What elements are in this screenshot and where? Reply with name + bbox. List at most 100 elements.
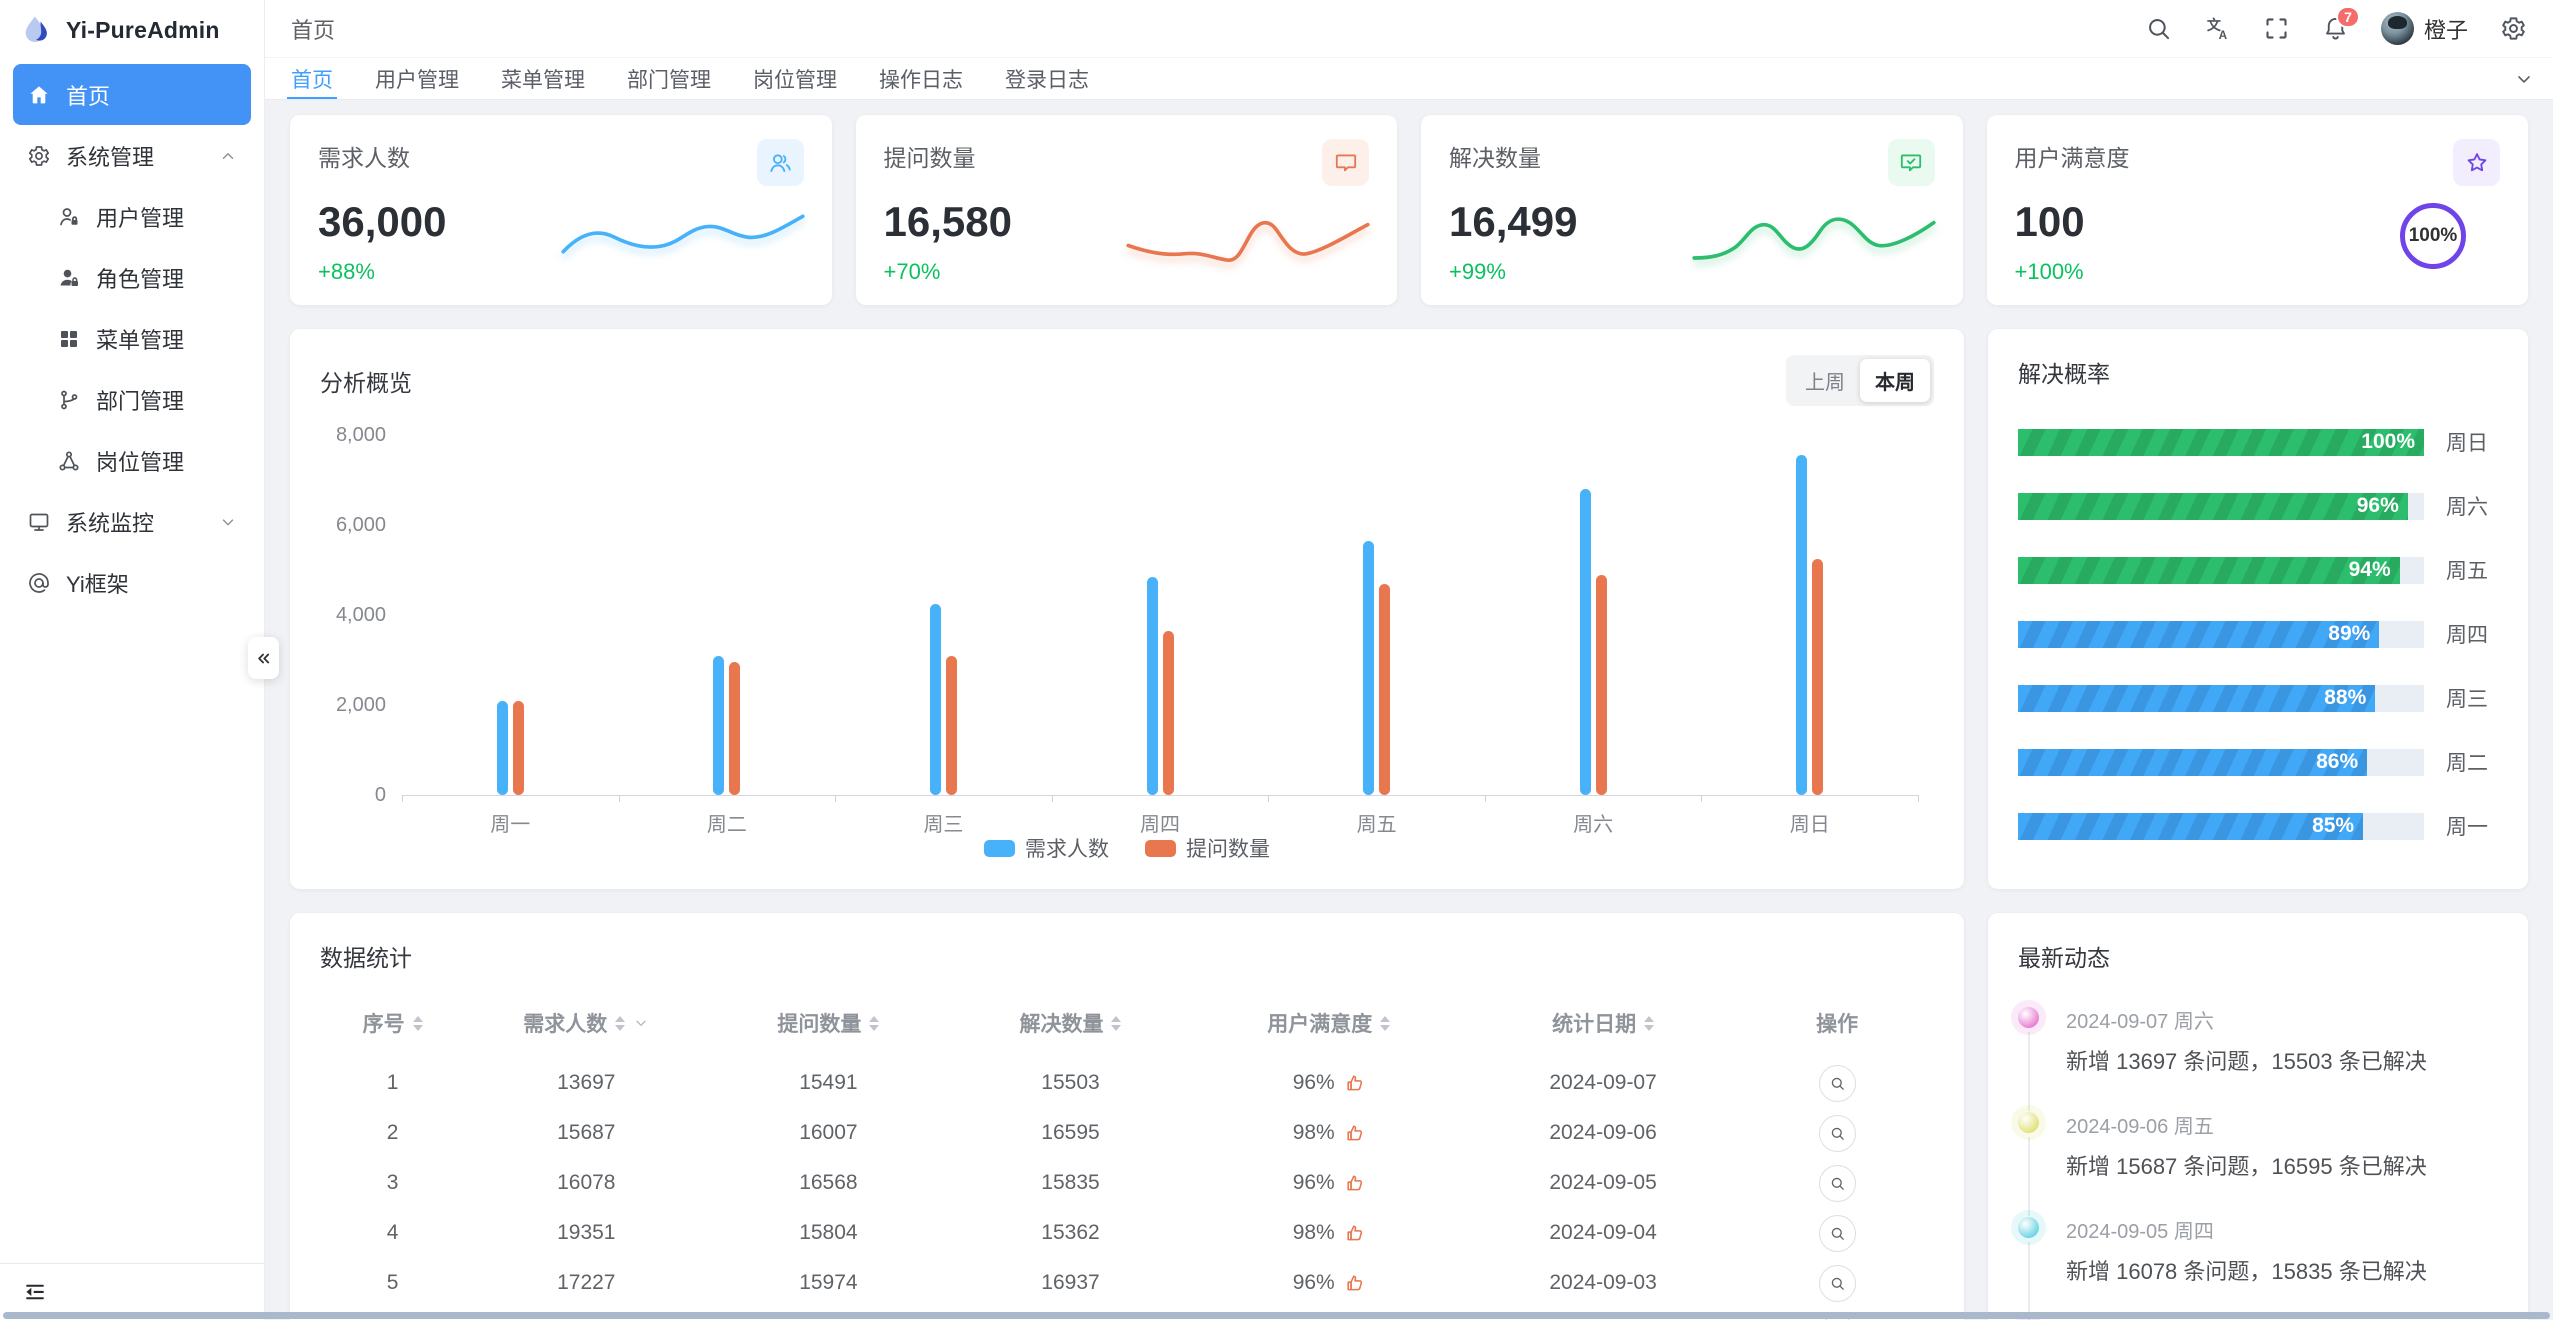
stat-card-delta: +70% <box>883 259 941 284</box>
sidebar-collapse-handle[interactable] <box>248 637 279 679</box>
bar-chart: 0 2,000 4,000 6,000 8,000 周一 周二 周三 周四 周五 周六 周日 <box>320 424 1934 836</box>
stat-card-label: 解决数量 <box>1449 145 1541 171</box>
settings-gear-icon[interactable] <box>2500 15 2527 42</box>
message-check-icon <box>1887 139 1935 186</box>
column-header-需求人数[interactable]: 需求人数 <box>465 995 707 1058</box>
horizontal-scrollbar[interactable] <box>3 1312 2550 1319</box>
column-header-序号[interactable]: 序号 <box>320 995 465 1058</box>
column-header-提问数量[interactable]: 提问数量 <box>707 995 949 1058</box>
bar-提问数量-周三[interactable] <box>945 655 957 795</box>
tab-菜单管理[interactable]: 菜单管理 <box>501 68 585 92</box>
sidebar-item-system-monitor[interactable]: 系统监控 <box>13 491 251 552</box>
stat-card-label: 需求人数 <box>318 145 410 171</box>
tabs-bar: 首页 用户管理 菜单管理 部门管理 岗位管理 操作日志 登录日志 <box>265 57 2553 100</box>
bar-需求人数-周一[interactable] <box>496 700 508 795</box>
user-menu[interactable]: 橙子 <box>2380 12 2468 45</box>
legend-swatch <box>1145 839 1176 857</box>
progress-day-label: 周五 <box>2446 560 2488 583</box>
sidebar-item-yi-framework[interactable]: Yi框架 <box>13 552 251 613</box>
bar-提问数量-周五[interactable] <box>1379 583 1391 795</box>
sidebar-item-post-mgmt[interactable]: 岗位管理 <box>13 430 251 491</box>
sidebar-item-role-mgmt[interactable]: 角色管理 <box>13 247 251 308</box>
avatar <box>2380 12 2414 45</box>
bell-icon[interactable]: 7 <box>2322 6 2360 42</box>
activity-text: 新增 16078 条问题，15835 条已解决 <box>2066 1259 2427 1284</box>
view-detail-button[interactable] <box>1818 1114 1856 1152</box>
legend-提问数量[interactable]: 提问数量 <box>1145 833 1270 863</box>
search-icon[interactable] <box>2145 15 2172 42</box>
question-count: 16007 <box>799 1121 858 1144</box>
tab-首页[interactable]: 首页 <box>287 58 337 99</box>
bar-需求人数-周二[interactable] <box>713 655 725 795</box>
thumbs-up-icon <box>1344 1273 1365 1294</box>
tab-操作日志[interactable]: 操作日志 <box>879 68 963 92</box>
solved-count: 15503 <box>1041 1071 1100 1094</box>
x-axis-label: 周四 <box>1140 814 1181 836</box>
bar-提问数量-周四[interactable] <box>1162 630 1174 795</box>
satisfaction-value: 96% <box>1292 1071 1335 1094</box>
bar-需求人数-周三[interactable] <box>929 603 941 795</box>
sidebar-item-system-mgmt[interactable]: 系统管理 <box>13 125 251 186</box>
demand-count: 19351 <box>557 1221 616 1244</box>
stat-date: 2024-09-07 <box>1549 1071 1657 1094</box>
sort-carets-icon[interactable] <box>412 1015 423 1031</box>
column-header-解决数量[interactable]: 解决数量 <box>949 995 1191 1058</box>
tab-登录日志[interactable]: 登录日志 <box>1005 68 1089 92</box>
progress-value: 85% <box>2312 814 2355 837</box>
solve-rate-row-周五: 94% 周五 <box>2018 555 2498 585</box>
satisfaction-value: 96% <box>1292 1171 1335 1194</box>
satisfaction-cell: 98% <box>1192 1208 1466 1258</box>
chart-legend: 需求人数 提问数量 <box>320 833 1934 863</box>
demand-count: 13697 <box>557 1071 616 1094</box>
column-header-用户满意度[interactable]: 用户满意度 <box>1192 995 1466 1058</box>
sort-carets-icon[interactable] <box>1380 1015 1391 1031</box>
legend-需求人数[interactable]: 需求人数 <box>984 833 1109 863</box>
satisfaction-cell: 96% <box>1192 1258 1466 1308</box>
sidebar-item-label: 系统管理 <box>66 144 155 170</box>
column-label: 序号 <box>362 1013 405 1036</box>
sort-carets-icon[interactable] <box>1111 1015 1122 1031</box>
toggle-上周[interactable]: 上周 <box>1805 372 1845 394</box>
bar-提问数量-周日[interactable] <box>1812 558 1824 795</box>
bottom-row: 数据统计 序号 需求人数 提问数量 解决数量 用户满意度 统计日期 操作 1 13697 154… <box>290 913 2528 1320</box>
view-detail-button[interactable] <box>1818 1164 1856 1202</box>
sidebar-item-home[interactable]: 首页 <box>13 64 251 125</box>
filter-chevron-icon[interactable] <box>633 1015 649 1031</box>
sidebar: Yi-PureAdmin 首页系统管理用户管理 角色管理 菜单管理 部门管理 岗位管理系… <box>0 0 279 1320</box>
sidebar-item-menu-mgmt[interactable]: 菜单管理 <box>13 308 251 369</box>
logo[interactable]: Yi-PureAdmin <box>0 0 264 60</box>
column-header-统计日期[interactable]: 统计日期 <box>1466 995 1740 1058</box>
bar-需求人数-周日[interactable] <box>1796 455 1808 795</box>
tab-部门管理[interactable]: 部门管理 <box>627 68 711 92</box>
bar-提问数量-周六[interactable] <box>1595 574 1607 795</box>
bar-需求人数-周六[interactable] <box>1579 489 1591 795</box>
tab-用户管理[interactable]: 用户管理 <box>375 68 459 92</box>
bar-需求人数-周四[interactable] <box>1146 576 1158 795</box>
view-detail-button[interactable] <box>1818 1264 1856 1302</box>
progress-fill: 86% <box>2018 748 2368 776</box>
demand-count: 15687 <box>557 1121 616 1144</box>
sidebar-item-dept-mgmt[interactable]: 部门管理 <box>13 369 251 430</box>
tabs-dropdown-chevron-icon[interactable] <box>2509 58 2539 99</box>
view-detail-button[interactable] <box>1818 1064 1856 1102</box>
tab-岗位管理[interactable]: 岗位管理 <box>753 68 837 92</box>
sort-carets-icon[interactable] <box>869 1015 880 1031</box>
x-axis-label: 周三 <box>923 814 964 836</box>
collapse-sidebar-icon[interactable] <box>22 1279 48 1305</box>
toggle-本周[interactable]: 本周 <box>1860 359 1930 402</box>
sort-carets-icon[interactable] <box>615 1015 626 1031</box>
bar-提问数量-周一[interactable] <box>512 700 524 795</box>
sidebar-item-user-mgmt[interactable]: 用户管理 <box>13 186 251 247</box>
view-detail-button[interactable] <box>1818 1214 1856 1252</box>
progress-day-label: 周四 <box>2446 624 2488 647</box>
thumbs-up-icon <box>1344 1073 1365 1094</box>
fullscreen-icon[interactable] <box>2263 15 2290 42</box>
bar-需求人数-周五[interactable] <box>1363 540 1375 795</box>
progress-track: 100% <box>2018 428 2424 456</box>
solve-rate-title: 解决概率 <box>2018 361 2110 387</box>
bar-提问数量-周二[interactable] <box>729 662 741 795</box>
legend-label: 需求人数 <box>1025 838 1109 861</box>
sort-carets-icon[interactable] <box>1644 1015 1655 1031</box>
